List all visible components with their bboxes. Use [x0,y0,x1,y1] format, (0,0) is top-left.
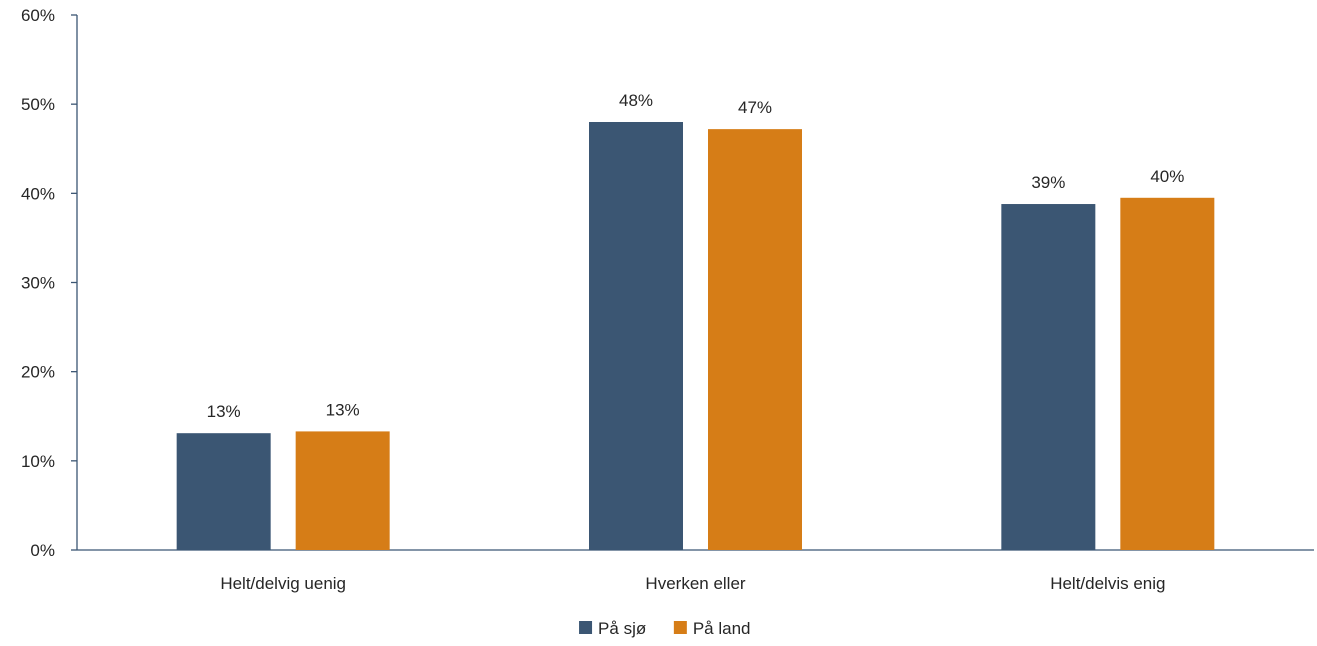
data-label: 13% [326,400,360,419]
legend-swatch [579,621,593,634]
legend-swatch [673,621,687,634]
data-labels: 13% 13% 48% 47% 39% 40% [207,91,1185,421]
category-labels: Helt/delvig uenig Hverken eller Helt/delvi… [220,574,1165,593]
bars [176,122,1215,551]
data-label: 40% [1150,167,1184,186]
category-label: Helt/delvis enig [1050,574,1165,593]
y-tick-label: 0% [30,541,55,560]
y-axis: 0% 10% 20% 30% 40% 50% 60% [21,6,78,560]
bar [1001,204,1096,551]
bar [295,431,390,550]
y-tick-label: 30% [21,274,55,293]
category-label: Hverken eller [645,574,745,593]
category-label: Helt/delvig uenig [220,574,346,593]
y-tick-label: 10% [21,452,55,471]
y-tick-label: 60% [21,6,55,25]
legend-label: På sjø [598,619,646,638]
data-label: 39% [1031,173,1065,192]
y-tick-label: 40% [21,184,55,203]
bar [708,129,802,550]
data-label: 48% [619,91,653,110]
legend: På sjø På land [579,619,751,638]
bar [176,433,271,550]
y-tick-label: 20% [21,363,55,382]
bar [1120,197,1215,550]
legend-label: På land [693,619,751,638]
y-tick-label: 50% [21,95,55,114]
bar [589,122,683,550]
data-label: 47% [738,98,772,117]
data-label: 13% [207,402,241,421]
